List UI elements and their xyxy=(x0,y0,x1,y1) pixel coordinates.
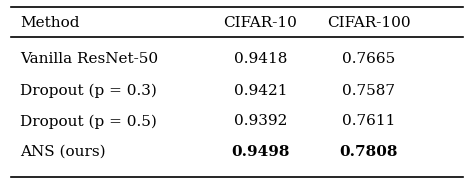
Text: 0.9421: 0.9421 xyxy=(234,84,287,98)
Text: 0.9498: 0.9498 xyxy=(231,145,290,159)
Text: 0.7587: 0.7587 xyxy=(342,84,395,98)
Text: CIFAR-10: CIFAR-10 xyxy=(224,16,298,30)
Text: CIFAR-100: CIFAR-100 xyxy=(327,16,411,30)
Text: 0.9392: 0.9392 xyxy=(234,114,287,128)
Text: 0.9418: 0.9418 xyxy=(234,52,287,66)
Text: ANS (ours): ANS (ours) xyxy=(20,145,106,159)
Text: Dropout (p = 0.3): Dropout (p = 0.3) xyxy=(20,84,157,98)
Text: 0.7665: 0.7665 xyxy=(342,52,396,66)
Text: 0.7611: 0.7611 xyxy=(342,114,396,128)
Text: Method: Method xyxy=(20,16,80,30)
Text: 0.7808: 0.7808 xyxy=(340,145,398,159)
Text: Dropout (p = 0.5): Dropout (p = 0.5) xyxy=(20,114,157,129)
Text: Vanilla ResNet-50: Vanilla ResNet-50 xyxy=(20,52,158,66)
